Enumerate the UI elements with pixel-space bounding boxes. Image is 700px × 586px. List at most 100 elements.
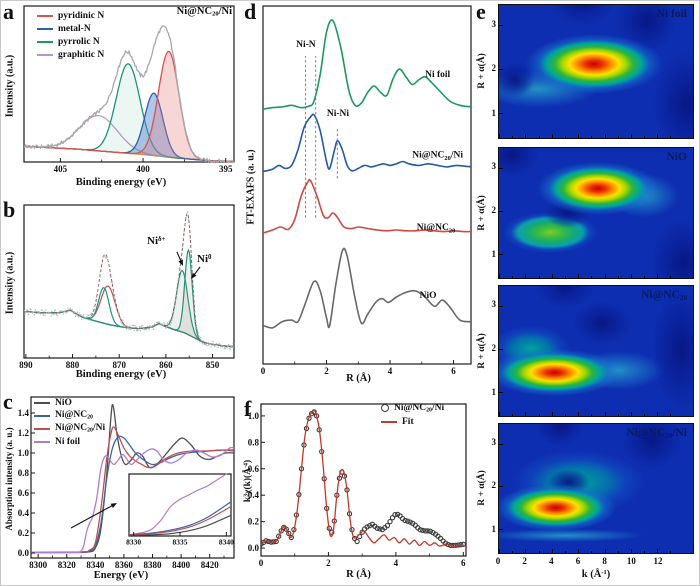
panel-letter-f: f <box>244 396 252 421</box>
legend-label: metal-N <box>58 23 91 34</box>
panel-f-plot: 0 2 4 6 0.0 0.2 0.4 0.6 0.8 1.0 <box>248 403 467 568</box>
wt-xtick-label: 6 <box>575 556 581 566</box>
svg-text:8340: 8340 <box>86 560 105 570</box>
legend-item: Ni@NC20/Ni <box>34 422 105 435</box>
svg-text:0: 0 <box>261 366 266 376</box>
series-ni2p12-peak <box>24 287 234 348</box>
svg-text:0.0: 0.0 <box>18 548 30 558</box>
svg-text:Ni-Ni: Ni-Ni <box>327 109 350 119</box>
panel-a-title: Ni@NC20/Ni <box>176 6 232 18</box>
wt-title: Ni foil <box>656 8 687 20</box>
panel-f-xlabel: R (Å) <box>346 569 371 580</box>
legend-item: graphitic N <box>37 48 104 61</box>
legend-line-swatch <box>34 440 50 443</box>
wt-xtick-label: 4 <box>549 556 554 566</box>
wt-ytick-label: 2 <box>491 204 497 215</box>
legend-label: Ni@NC20/Ni <box>394 402 445 414</box>
wt-ytick-label: 1 <box>491 386 497 397</box>
panel-a: a Intensity (a.u.) 405 400 395 Binding ene… <box>1 1 241 197</box>
series-Ni@NC20 <box>263 178 471 234</box>
panel-d-ylabel: FT-EXAFS (a. u.) <box>245 149 257 225</box>
series-ni-delta-peak <box>24 270 234 348</box>
panel-c-ylabel: Absorption intensity (a. u.) <box>4 427 14 531</box>
wt-xtick-label: 8 <box>602 556 607 566</box>
legend-line-swatch <box>34 414 50 417</box>
wt-title: Ni@NC20/Ni <box>626 427 687 440</box>
wt-xlabel: k (Å-1) <box>581 569 611 580</box>
wt-plot-ninc20: Ni@NC20 <box>498 285 694 417</box>
wt-plot-nio: NiO <box>498 147 694 279</box>
wt-ytick-label: 3 <box>491 299 497 310</box>
svg-text:2: 2 <box>326 558 331 568</box>
svg-text:0.6: 0.6 <box>248 464 260 474</box>
legend-item: metal-N <box>37 22 104 35</box>
svg-text:0.6: 0.6 <box>18 488 30 498</box>
svg-text:880: 880 <box>66 360 80 370</box>
legend-item: Ni@NC20/Ni <box>381 401 444 415</box>
legend-item: pyrrolic N <box>37 35 104 48</box>
svg-text:860: 860 <box>159 360 173 370</box>
panel-c-plot: 8300 8320 8340 8360 8380 8400 8420 0.0 0.2 0.4 0.6… <box>18 396 235 570</box>
wt-xtick-label: 0 <box>495 556 501 566</box>
svg-text:1.2: 1.2 <box>18 428 30 438</box>
svg-text:0.4: 0.4 <box>248 490 260 500</box>
svg-text:1.4: 1.4 <box>18 408 30 418</box>
svg-text:2: 2 <box>324 366 329 376</box>
legend-label: pyridinic N <box>58 10 105 21</box>
legend-item: Fit <box>381 415 444 429</box>
series-Ni-foil <box>31 446 234 554</box>
panel-f: f k3χ(k)(Å-4) 0 2 4 6 0.0 0.2 0.4 0.6 0.8 1.0 R (… <box>241 396 476 585</box>
panel-d-xlabel: R (Å) <box>346 373 371 384</box>
wt-ytick-label: 3 <box>491 436 497 447</box>
svg-text:Ni@NC20​/Ni: Ni@NC20​/Ni <box>412 151 463 163</box>
annotation-ni-delta: Niδ+ <box>147 235 166 247</box>
wt-title: Ni@NC20 <box>641 289 687 302</box>
svg-text:0.2: 0.2 <box>248 517 260 527</box>
panel-letter-d: d <box>244 0 257 24</box>
wt-ytick-label: 3 <box>491 18 497 29</box>
annotation-ni-zero: Ni0 <box>197 253 212 265</box>
legend-circle-marker <box>381 404 389 412</box>
svg-text:1.0: 1.0 <box>248 411 260 421</box>
series-NiO <box>31 403 234 554</box>
legend-line-swatch <box>34 401 50 404</box>
panel-letter-e: e <box>476 0 486 24</box>
panel-b: b Intensity (a.u.) 890 880 870 860 850 Bindi… <box>1 197 241 391</box>
legend-label: pyrrolic N <box>58 36 100 47</box>
panel-a-ylabel: Intensity (a.u.) <box>4 54 16 118</box>
svg-text:8360: 8360 <box>115 560 134 570</box>
panel-d-plot: Ni-N Ni-Ni Ni foil Ni@NC20​/Ni Ni@NC20​ NiO 0 2… <box>261 5 472 376</box>
series-Ni@NC20/Ni <box>31 426 234 554</box>
svg-text:4: 4 <box>388 366 393 376</box>
svg-text:8340: 8340 <box>219 538 234 547</box>
wt-ytick-label: 1 <box>491 107 497 118</box>
svg-text:Ni foil: Ni foil <box>425 70 450 80</box>
wt-ytick-label: 1 <box>491 248 497 259</box>
wt-blob-rainbow <box>499 286 693 416</box>
legend-label: Fit <box>402 417 414 427</box>
svg-text:395: 395 <box>219 164 233 174</box>
series-envelope <box>24 25 234 163</box>
panel-c-xlabel: Energy (eV) <box>93 570 149 581</box>
series-exp-data <box>261 409 466 549</box>
wt-ytick-label: 2 <box>491 480 497 491</box>
svg-text:6: 6 <box>451 366 456 376</box>
legend-label: graphitic N <box>58 49 105 60</box>
legend-line-swatch <box>37 40 53 43</box>
wt-blob-rainbow <box>499 148 693 278</box>
panel-c: c Absorption intensity (a. u.) 8300 8320 8… <box>1 389 241 585</box>
series-NiO <box>263 247 471 329</box>
legend-label: NiO <box>55 397 72 408</box>
svg-text:870: 870 <box>112 360 126 370</box>
wt-xtick-label: 10 <box>626 556 636 566</box>
panel-letter-c: c <box>3 389 13 414</box>
panel-c-legend: NiO Ni@NC20 Ni@NC20/Ni Ni foil <box>34 396 105 448</box>
panel-f-legend: Ni@NC20/Ni Fit <box>381 401 444 429</box>
legend-label: Ni@NC20/Ni <box>55 423 106 434</box>
series-raw-data <box>24 211 234 350</box>
series-Ni-foil <box>263 19 471 110</box>
wt-title: NiO <box>666 151 687 163</box>
wt-xtick-label: 12 <box>653 556 663 566</box>
svg-text:4: 4 <box>394 558 399 568</box>
svg-text:0.4: 0.4 <box>18 508 30 518</box>
